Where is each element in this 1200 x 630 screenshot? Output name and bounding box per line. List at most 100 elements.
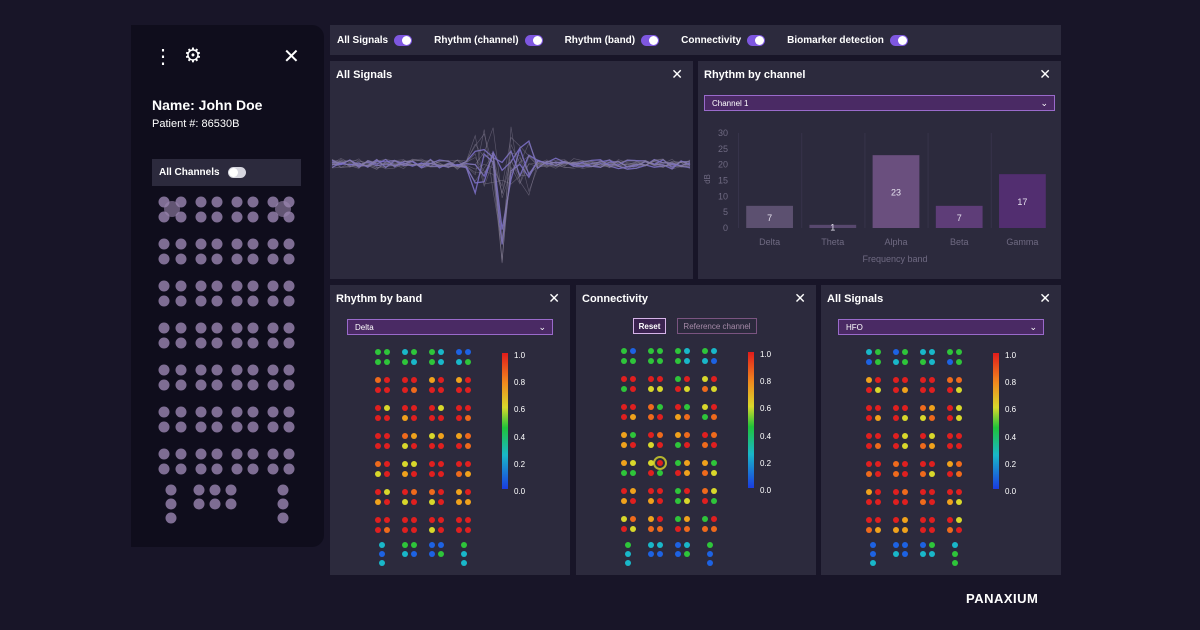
electrode-dot[interactable]: [866, 405, 872, 411]
electrode-dot[interactable]: [429, 415, 435, 421]
electrode-dot[interactable]: [657, 414, 663, 420]
electrode-dot[interactable]: [175, 337, 187, 349]
electrode-dot[interactable]: [684, 348, 690, 354]
electrode-dot[interactable]: [429, 349, 435, 355]
electrode-dot[interactable]: [411, 405, 417, 411]
electrode-dot[interactable]: [411, 443, 417, 449]
electrode-dot[interactable]: [267, 196, 279, 208]
electrode-dot[interactable]: [195, 448, 207, 460]
electrode-dot[interactable]: [893, 405, 899, 411]
electrode-dot[interactable]: [411, 551, 417, 557]
electrode-dot[interactable]: [211, 238, 223, 250]
electrode-dot[interactable]: [411, 517, 417, 523]
electrode-dot[interactable]: [158, 337, 170, 349]
electrode-dot[interactable]: [956, 517, 962, 523]
electrode-dot[interactable]: [920, 461, 926, 467]
electrode-dot[interactable]: [902, 499, 908, 505]
electrode-dot[interactable]: [920, 527, 926, 533]
electrode-dot[interactable]: [283, 448, 295, 460]
electrode-dot[interactable]: [195, 295, 207, 307]
electrode-dot[interactable]: [956, 387, 962, 393]
electrode-dot[interactable]: [195, 379, 207, 391]
electrode-dot[interactable]: [231, 238, 243, 250]
electrode-dot[interactable]: [465, 349, 471, 355]
electrode-dot[interactable]: [247, 238, 259, 250]
electrode-dot[interactable]: [267, 238, 279, 250]
close-icon[interactable]: ✕: [671, 66, 683, 82]
electrode-dot[interactable]: [456, 499, 462, 505]
reference-channel-button[interactable]: Reference channel: [677, 318, 757, 334]
electrode-dot[interactable]: [621, 442, 627, 448]
electrode-dot[interactable]: [384, 443, 390, 449]
electrode-dot[interactable]: [283, 406, 295, 418]
electrode-dot[interactable]: [947, 517, 953, 523]
electrode-dot[interactable]: [211, 280, 223, 292]
electrode-dot[interactable]: [657, 432, 663, 438]
electrode-dot[interactable]: [630, 470, 636, 476]
all-channels-toggle[interactable]: [227, 167, 246, 178]
electrode-dot[interactable]: [621, 432, 627, 438]
electrode-dot[interactable]: [902, 517, 908, 523]
electrode-dot[interactable]: [247, 448, 259, 460]
electrode-dot[interactable]: [429, 405, 435, 411]
electrode-dot[interactable]: [267, 379, 279, 391]
electrode-dot[interactable]: [402, 527, 408, 533]
electrode-dot[interactable]: [165, 498, 177, 510]
electrode-dot[interactable]: [384, 461, 390, 467]
electrode-dot[interactable]: [684, 488, 690, 494]
biomarker-electrode-map[interactable]: [821, 285, 1061, 575]
electrode-dot[interactable]: [702, 470, 708, 476]
electrode-dot[interactable]: [211, 463, 223, 475]
electrode-dot[interactable]: [648, 404, 654, 410]
electrode-dot[interactable]: [707, 551, 713, 557]
electrode-dot[interactable]: [621, 348, 627, 354]
electrode-dot[interactable]: [621, 414, 627, 420]
electrode-dot[interactable]: [158, 448, 170, 460]
electrode-dot[interactable]: [211, 211, 223, 223]
electrode-dot[interactable]: [875, 405, 881, 411]
electrode-dot[interactable]: [231, 337, 243, 349]
electrode-dot[interactable]: [402, 415, 408, 421]
electrode-dot[interactable]: [711, 498, 717, 504]
electrode-dot[interactable]: [283, 379, 295, 391]
electrode-dot[interactable]: [648, 460, 654, 466]
electrode-dot[interactable]: [675, 498, 681, 504]
electrode-dot[interactable]: [429, 527, 435, 533]
electrode-dot[interactable]: [429, 359, 435, 365]
electrode-dot[interactable]: [929, 471, 935, 477]
electrode-dot[interactable]: [195, 364, 207, 376]
electrode-dot[interactable]: [158, 238, 170, 250]
electrode-dot[interactable]: [956, 349, 962, 355]
electrode-dot[interactable]: [384, 349, 390, 355]
electrode-dot[interactable]: [675, 404, 681, 410]
electrode-dot[interactable]: [209, 498, 221, 510]
electrode-dot[interactable]: [675, 526, 681, 532]
electrode-dot[interactable]: [956, 359, 962, 365]
electrode-dot[interactable]: [231, 280, 243, 292]
electrode-dot[interactable]: [711, 442, 717, 448]
electrode-dot[interactable]: [902, 527, 908, 533]
electrode-dot[interactable]: [277, 498, 289, 510]
electrode-dot[interactable]: [175, 295, 187, 307]
electrode-dot[interactable]: [625, 542, 631, 548]
electrode-dot[interactable]: [247, 196, 259, 208]
electrode-dot[interactable]: [956, 471, 962, 477]
electrode-dot[interactable]: [267, 406, 279, 418]
electrode-dot[interactable]: [929, 489, 935, 495]
bar[interactable]: [872, 155, 920, 228]
electrode-dot[interactable]: [438, 527, 444, 533]
electrode-dot[interactable]: [456, 461, 462, 467]
electrode-dot[interactable]: [630, 404, 636, 410]
electrode-dot[interactable]: [657, 488, 663, 494]
electrode-dot[interactable]: [702, 516, 708, 522]
electrode-dot[interactable]: [630, 516, 636, 522]
electrode-dot[interactable]: [929, 377, 935, 383]
electrode-dot[interactable]: [429, 551, 435, 557]
electrode-dot[interactable]: [247, 463, 259, 475]
electrode-dot[interactable]: [175, 211, 187, 223]
electrode-dot[interactable]: [929, 349, 935, 355]
electrode-dot[interactable]: [438, 377, 444, 383]
electrode-dot[interactable]: [158, 379, 170, 391]
electrode-dot[interactable]: [195, 421, 207, 433]
electrode-dot[interactable]: [711, 386, 717, 392]
